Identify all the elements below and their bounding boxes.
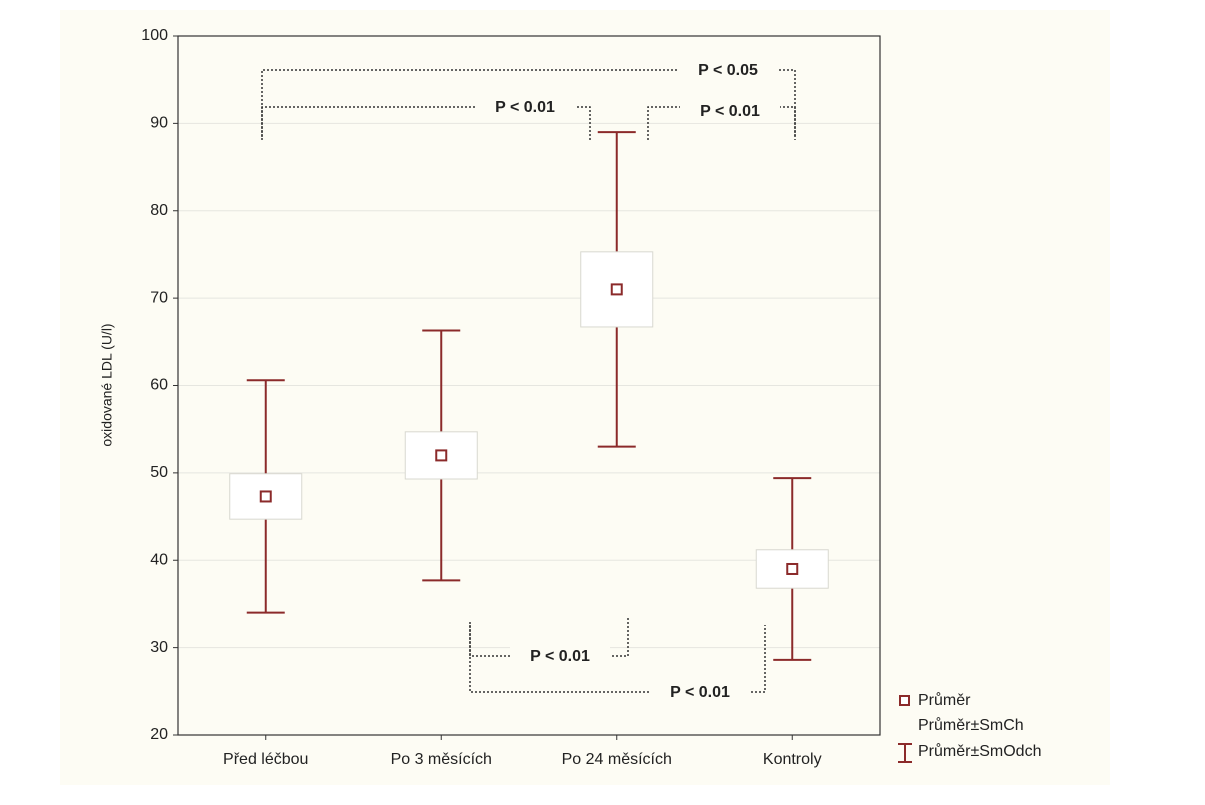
significance-bracket [469,625,766,693]
significance-label: P < 0.05 [698,62,758,79]
legend-label: Průměr [918,691,971,709]
significance-bracket [261,69,796,137]
significance-label: P < 0.01 [700,103,760,120]
legend-mean-marker [899,695,910,706]
y-tick-label: 50 [150,464,168,481]
legend-label: Průměr±SmCh [918,716,1024,734]
label-bg [510,646,610,668]
legend-whisker [898,743,912,763]
mean-marker [786,562,799,575]
plot-frame [177,35,881,736]
y-tick-label: 40 [150,551,168,568]
y-tick-label: 100 [141,27,168,44]
legend-label: Průměr±SmOdch [918,742,1041,760]
y-tick-label: 30 [150,639,168,656]
background [60,10,1110,785]
mean-marker [610,283,623,296]
label-bg [680,101,780,123]
significance-label: P < 0.01 [670,684,730,701]
label-bg [650,682,750,704]
significance-bracket [261,106,591,140]
x-tick-label: Po 3 měsících [391,751,492,768]
x-tick-label: Po 24 měsících [562,751,672,768]
x-tick-label: Kontroly [763,751,822,768]
significance-bracket [647,106,796,140]
mean-marker [435,449,448,462]
y-tick-label: 60 [150,377,168,394]
y-tick-label: 90 [150,115,168,132]
mean-marker [259,490,272,503]
x-tick-label: Před léčbou [223,751,308,768]
significance-label: P < 0.01 [495,99,555,116]
y-tick-label: 70 [150,289,168,306]
label-bg [678,60,778,82]
y-axis-label: oxidované LDL (U/l) [99,323,115,446]
label-bg [475,97,575,119]
y-tick-label: 80 [150,202,168,219]
y-tick-label: 20 [150,726,168,743]
significance-label: P < 0.01 [530,648,590,665]
